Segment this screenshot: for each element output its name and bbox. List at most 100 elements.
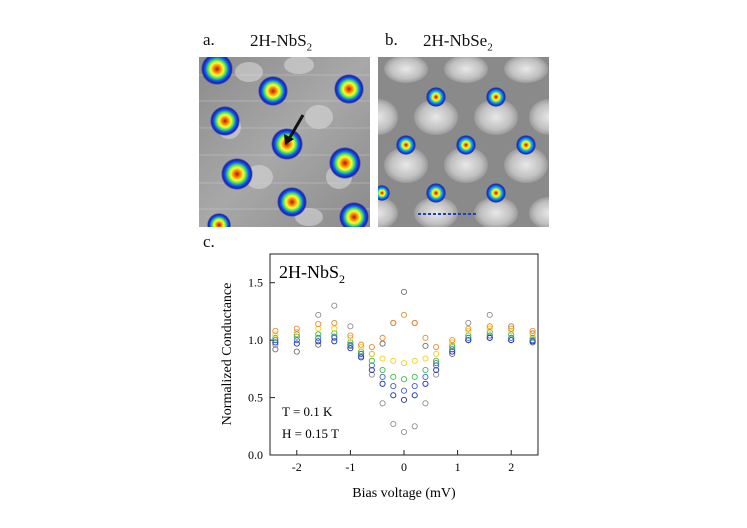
data-point [486, 325, 493, 332]
data-point [449, 337, 456, 344]
data-point [465, 337, 472, 344]
data-point [331, 338, 338, 345]
data-point [433, 357, 440, 364]
plot-title-main: 2H-NbS [279, 262, 339, 282]
data-point [433, 350, 440, 357]
data-point [368, 357, 375, 364]
panel-b-label: b. [385, 30, 398, 49]
data-point [293, 331, 300, 338]
data-point [347, 323, 354, 330]
data-point [315, 334, 322, 341]
data-point [368, 366, 375, 374]
data-point [315, 311, 322, 318]
data-point [331, 319, 338, 326]
data-point [358, 348, 365, 355]
data-point [315, 338, 322, 345]
data-point [449, 346, 456, 353]
data-point [486, 332, 493, 339]
data-point [433, 362, 440, 369]
data-point [331, 325, 338, 332]
data-point [422, 380, 429, 387]
data-point [486, 311, 493, 318]
data-point [379, 380, 386, 387]
data-point [411, 383, 418, 390]
data-point [368, 350, 375, 357]
data-point [293, 340, 300, 347]
panel-a-title-sub: 2 [306, 41, 313, 54]
x-tick-label: 1 [455, 460, 461, 474]
data-point [379, 355, 386, 362]
data-point [379, 340, 386, 347]
panel-a-label: a. [203, 30, 215, 49]
panel-a-title-main: 2H-NbS [250, 31, 307, 50]
field-annotation: H = 0.15 T [282, 426, 339, 441]
series-curve-6 [272, 325, 536, 367]
data-point [529, 327, 536, 335]
data-point [400, 360, 408, 367]
data-point [400, 428, 408, 436]
plot-frame [269, 253, 539, 456]
x-tick-label: 0 [401, 460, 407, 474]
data-point [390, 383, 397, 390]
data-point [347, 341, 354, 348]
panel-b-title-sub: 2 [487, 41, 493, 54]
data-point [400, 387, 408, 394]
data-point [390, 373, 397, 380]
data-point [411, 319, 418, 326]
series-curve-2 [272, 288, 536, 367]
data-point [508, 334, 515, 341]
panel-a-title: 2H-NbS2 [250, 31, 312, 53]
data-point [358, 341, 365, 348]
data-point [315, 341, 322, 348]
data-point [422, 355, 429, 362]
plot-title-sub: 2 [339, 272, 345, 286]
data-point [400, 376, 408, 383]
data-point [379, 334, 386, 341]
data-point [390, 357, 397, 364]
panel-b-stm-image [378, 57, 549, 227]
data-point [347, 332, 354, 339]
data-point [433, 371, 440, 378]
data-point [411, 357, 418, 364]
y-tick-label: 0.0 [248, 448, 263, 462]
panel-a-stm-svg [199, 57, 370, 227]
data-point [368, 343, 375, 351]
data-point [368, 362, 375, 369]
x-axis-label: Bias voltage (mV) [352, 486, 456, 501]
data-point [486, 329, 493, 336]
data-point [358, 343, 365, 351]
data-point [293, 337, 300, 344]
data-point [433, 343, 440, 351]
data-point [411, 423, 418, 430]
data-point [315, 331, 322, 338]
data-point [465, 332, 472, 339]
data-point [379, 400, 386, 407]
arrow-indicator [287, 114, 305, 140]
data-point [529, 331, 536, 338]
data-point [529, 334, 536, 341]
data-point [272, 341, 279, 348]
series-curve-3 [272, 334, 536, 403]
x-tick-label: -2 [292, 460, 302, 474]
data-point [422, 373, 429, 380]
series-curve-7 [272, 311, 536, 351]
data-point [331, 333, 338, 340]
data-point [379, 373, 386, 380]
data-point [411, 373, 418, 380]
data-point [358, 350, 365, 357]
y-axis-label: Normalized Conductance [220, 283, 235, 426]
data-point [272, 327, 279, 335]
data-point [379, 366, 386, 374]
data-point [433, 366, 440, 374]
data-point [529, 337, 536, 344]
panel-b-title: 2H-NbSe2 [423, 31, 493, 53]
data-point [331, 330, 338, 337]
conductance-chart: -2 -1 0 1 2 0.0 0.5 1.0 1.5 Bias voltage (mV) N… [220, 253, 539, 501]
data-point [508, 327, 515, 335]
data-point [272, 334, 279, 341]
data-point [449, 339, 456, 346]
data-point [400, 396, 408, 403]
panel-a-stm-image [199, 57, 370, 227]
data-point [449, 348, 456, 355]
data-point [368, 371, 375, 378]
